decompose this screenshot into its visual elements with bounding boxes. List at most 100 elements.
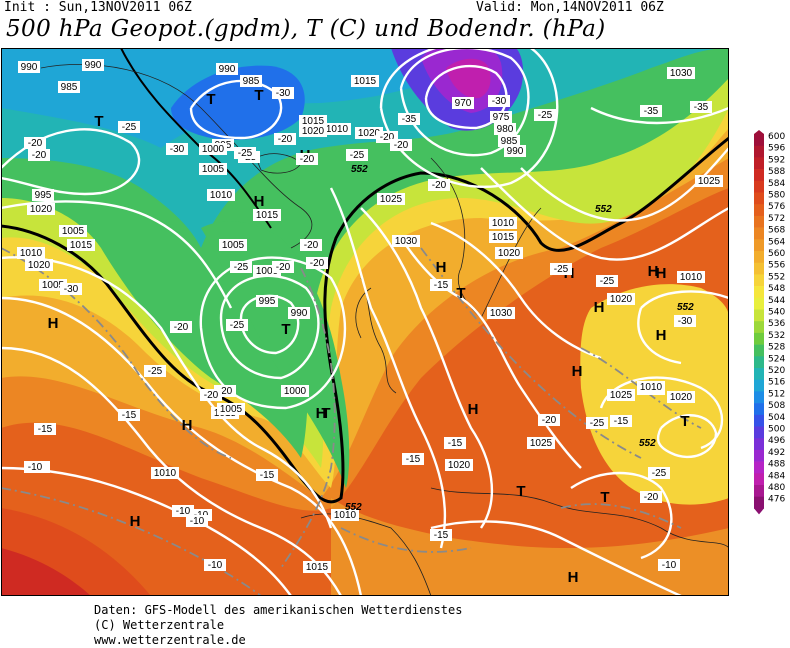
svg-text:1025: 1025: [698, 176, 721, 187]
svg-text:985: 985: [243, 76, 260, 87]
low-pressure-marker: T: [680, 413, 689, 430]
temperature-label: -30: [488, 95, 510, 107]
svg-text:-10: -10: [208, 560, 223, 571]
svg-text:1020: 1020: [448, 460, 471, 471]
svg-text:990: 990: [507, 146, 524, 157]
pressure-label: 975: [490, 111, 512, 123]
legend-label: 512: [768, 389, 785, 399]
svg-text:-15: -15: [260, 470, 275, 481]
temperature-label: -35: [640, 105, 662, 117]
legend-label: 496: [768, 436, 785, 446]
svg-text:-15: -15: [448, 438, 463, 449]
high-pressure-marker: H: [468, 401, 479, 418]
svg-text:985: 985: [61, 82, 78, 93]
svg-text:1020: 1020: [610, 294, 633, 305]
svg-text:1015: 1015: [354, 76, 377, 87]
isobar-line: [570, 471, 673, 560]
svg-text:-20: -20: [394, 140, 409, 151]
isobar-line: [637, 290, 729, 365]
svg-text:1015: 1015: [302, 116, 325, 127]
legend-swatch: [754, 403, 764, 416]
pressure-label: 1010: [677, 271, 705, 283]
temperature-label: -35: [690, 101, 712, 113]
svg-text:1020: 1020: [28, 260, 51, 271]
svg-text:-20: -20: [644, 492, 659, 503]
temperature-label: -20: [538, 414, 560, 426]
pressure-label: 1005: [199, 163, 227, 175]
temperature-label: -25: [144, 365, 166, 377]
svg-text:1000: 1000: [284, 386, 307, 397]
high-pressure-marker: H: [130, 513, 141, 530]
svg-text:990: 990: [85, 60, 102, 71]
svg-text:-35: -35: [644, 106, 659, 117]
legend-swatch: [754, 262, 764, 275]
pressure-label: 1010: [331, 509, 359, 521]
legend-swatch: [754, 438, 764, 451]
svg-text:1015: 1015: [70, 240, 93, 251]
coastline-mediterranean: [430, 487, 729, 549]
svg-text:-35: -35: [402, 114, 417, 125]
isobar-line: [329, 187, 447, 549]
legend-swatch: [754, 356, 764, 369]
svg-text:990: 990: [219, 64, 236, 75]
high-pressure-marker: H: [182, 417, 193, 434]
svg-text:1020: 1020: [498, 248, 521, 259]
legend-swatch: [754, 496, 764, 509]
legend-label: 516: [768, 378, 785, 388]
isotherm-line: [1, 487, 262, 596]
legend-label: 500: [768, 425, 785, 435]
legend-label: 536: [768, 319, 785, 329]
legend-label: 552: [768, 272, 785, 282]
temperature-label: -15: [430, 529, 452, 541]
legend-label: 524: [768, 354, 785, 364]
pressure-label: 1005: [217, 403, 245, 415]
temperature-label: -15: [402, 453, 424, 465]
pressure-label: 1005: [59, 225, 87, 237]
svg-text:1020: 1020: [358, 128, 381, 139]
legend-label: 572: [768, 214, 785, 224]
credit-line: www.wetterzentrale.de: [94, 633, 246, 647]
legend-swatch: [754, 391, 764, 404]
temperature-label: -25: [534, 109, 556, 121]
legend-swatch: [754, 239, 764, 252]
legend-label: 596: [768, 144, 785, 154]
svg-text:-15: -15: [614, 416, 629, 427]
svg-text:-25: -25: [554, 264, 569, 275]
svg-text:1030: 1030: [670, 68, 693, 79]
temp-band-green-trough: [201, 221, 350, 488]
svg-text:-30: -30: [170, 144, 185, 155]
svg-text:1010: 1010: [20, 248, 43, 259]
svg-text:-15: -15: [434, 280, 449, 291]
isotherm-line: [1, 247, 232, 459]
legend-swatch: [754, 297, 764, 310]
map-title: 500 hPa Geopot.(gpdm), T (C) und Bodendr…: [6, 16, 606, 42]
legend-swatch: [754, 251, 764, 263]
credit-line: Daten: GFS-Modell des amerikanischen Wet…: [94, 603, 463, 617]
isobar-line: [399, 48, 530, 157]
temperature-label: -15: [34, 423, 56, 435]
credit-line: (C) Wetterzentrale: [94, 618, 225, 632]
weather-map: TTTTTHHHHHHHHHHHHTTTTHHH9909909859909859…: [1, 48, 729, 596]
legend-swatch: [754, 414, 764, 427]
legend-label: 576: [768, 202, 785, 212]
pressure-label: 995: [32, 189, 54, 201]
svg-text:975: 975: [493, 112, 510, 123]
pressure-label: 1015: [351, 75, 379, 87]
svg-text:990: 990: [21, 62, 38, 73]
svg-text:-10: -10: [176, 506, 191, 517]
svg-text:-25: -25: [122, 122, 137, 133]
svg-text:1005: 1005: [42, 280, 65, 291]
svg-text:-20: -20: [300, 154, 315, 165]
legend-label: 528: [768, 343, 785, 353]
pressure-label: 1015: [299, 115, 327, 127]
svg-text:1030: 1030: [490, 308, 513, 319]
high-pressure-marker: H: [316, 405, 327, 422]
svg-text:1005: 1005: [222, 240, 245, 251]
svg-text:-25: -25: [652, 468, 667, 479]
temperature-label: -10: [172, 505, 194, 517]
isobar-line: [189, 79, 283, 140]
isobar-line: [599, 376, 724, 450]
legend-label: 504: [768, 413, 785, 423]
svg-text:-10: -10: [190, 516, 205, 527]
isobar-line: [360, 207, 494, 529]
